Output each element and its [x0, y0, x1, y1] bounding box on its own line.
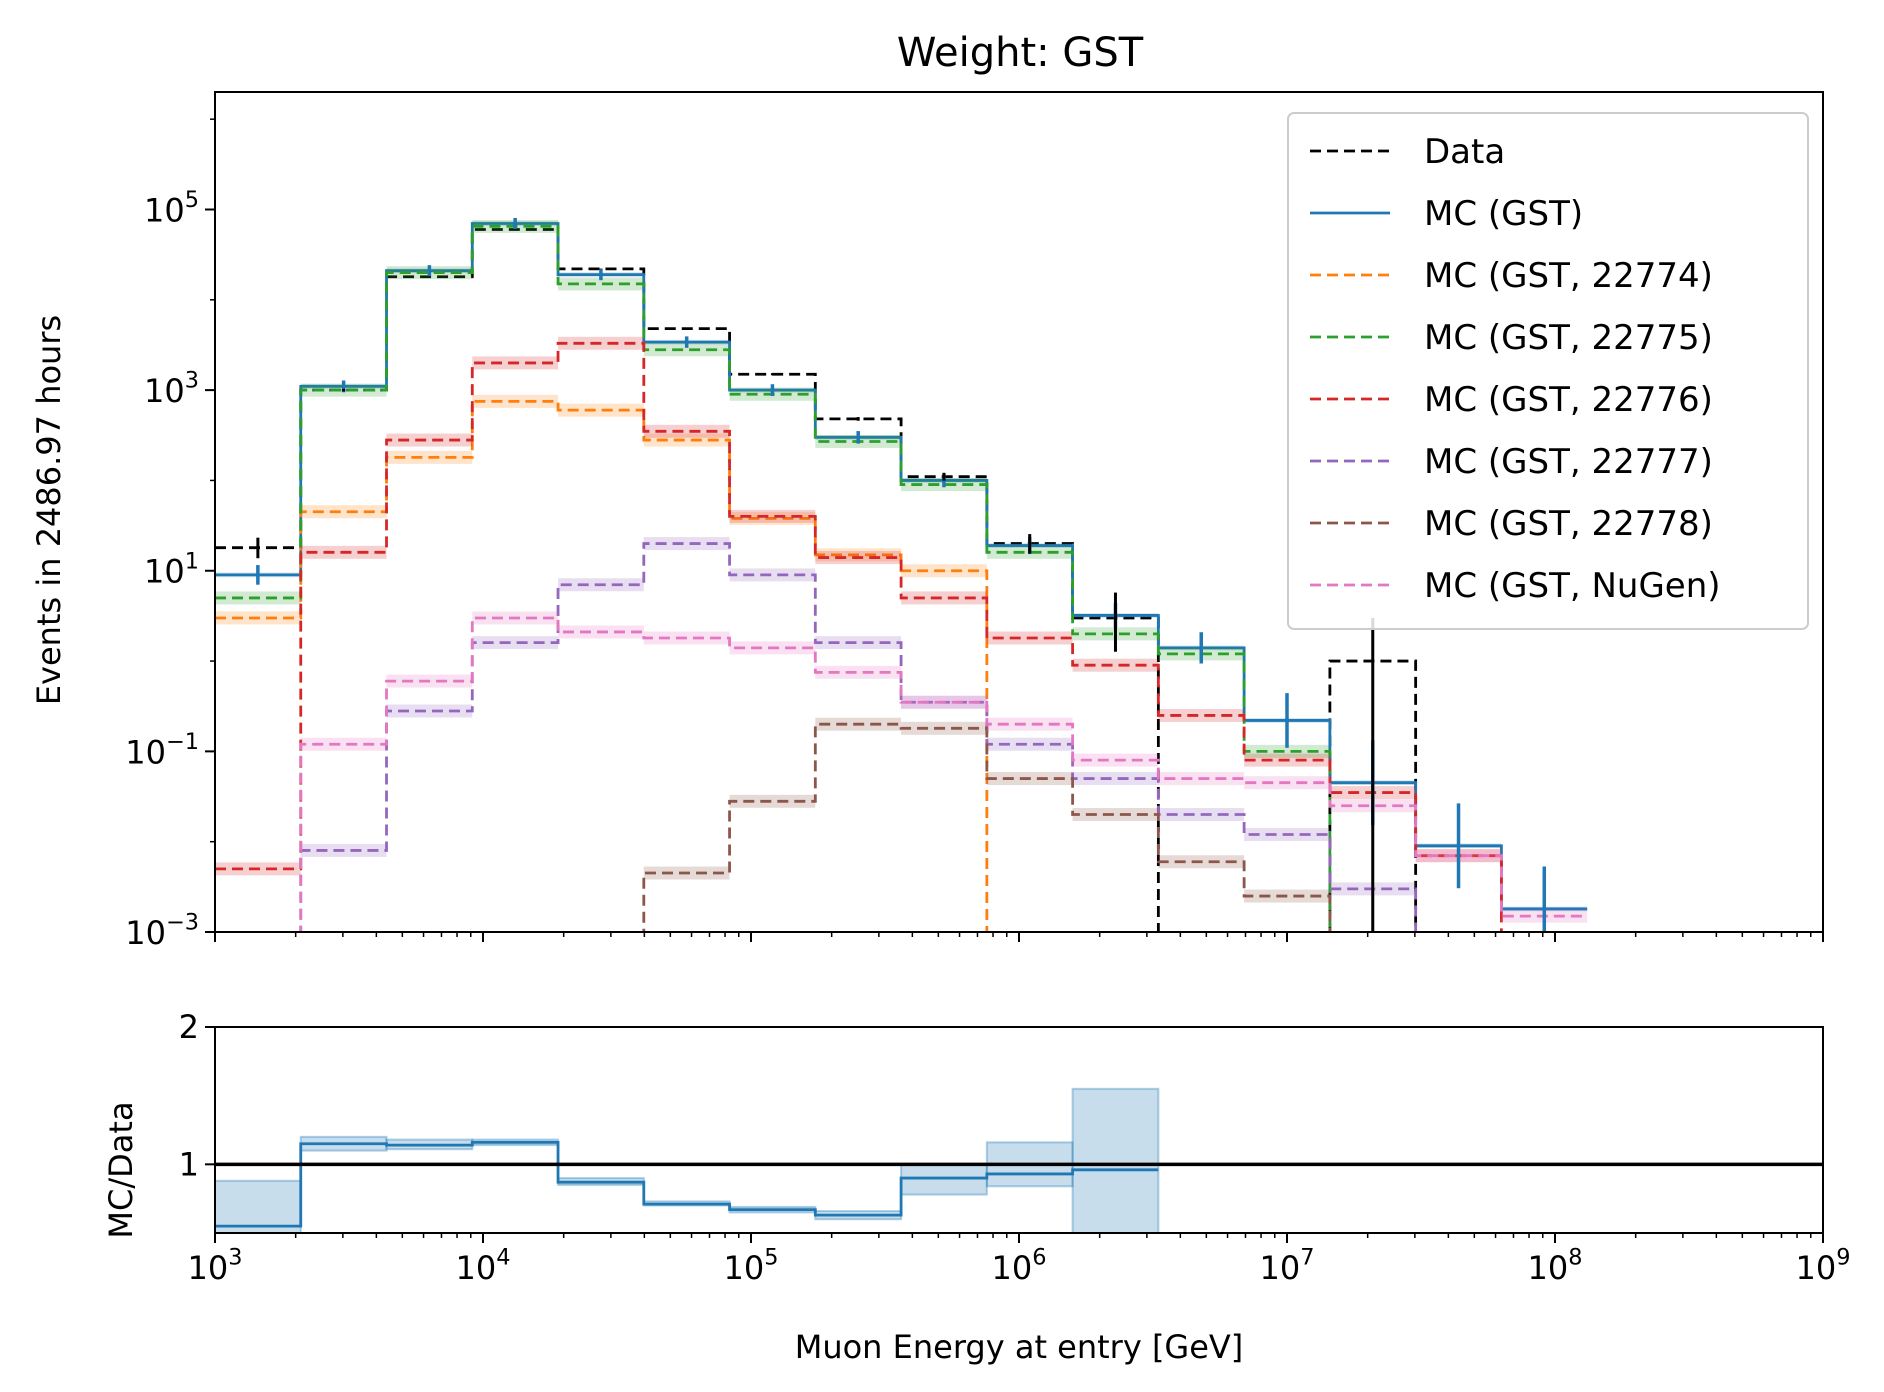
legend-label-mc-gst-22774: MC (GST, 22774) [1424, 256, 1713, 296]
ratio-band-bin-10 [1071, 1087, 1160, 1233]
y-tick-label-1: 10−1 [125, 729, 199, 771]
band-mc-gst-22777-bin-7 [815, 636, 902, 650]
y-tick-label-3: 103 [144, 368, 199, 410]
ratio-y-axis-label: MC/Data [102, 1101, 140, 1238]
main-plot-area [215, 217, 1588, 932]
band-mc-gst-22776-bin-11 [1158, 708, 1245, 722]
x-tick-label-3: 103 [188, 1245, 243, 1287]
line-mc-gst-22778 [642, 722, 1332, 932]
band-mc-gst-22776-bin-8 [901, 591, 987, 605]
band-mc-gst-22776-bin-6 [729, 509, 816, 523]
x-tick-label-7: 107 [1260, 1245, 1315, 1287]
legend-label-mc-gst-22775: MC (GST, 22775) [1424, 318, 1713, 358]
series-mc-gst-22777 [299, 537, 1418, 932]
band-mc-gst-22776-bin-2 [386, 433, 473, 447]
legend-box [1287, 112, 1809, 630]
series-mc-gst-22778 [642, 717, 1332, 932]
band-mc-gst-nugen-bin-1 [300, 737, 387, 751]
x-tick-label-6: 106 [992, 1245, 1047, 1287]
chart-title: Weight: GST [897, 30, 1144, 76]
band-mc-gst-22777-bin-5 [643, 537, 730, 551]
band-mc-gst-22776-bin-5 [643, 424, 730, 438]
legend-label-mc-gst-22778: MC (GST, 22778) [1424, 504, 1713, 544]
y-tick-label-5: 105 [144, 187, 199, 229]
band-mc-gst-22776-bin-10 [1072, 658, 1159, 672]
band-mc-gst-22777-bin-6 [729, 568, 816, 582]
legend-label-mc-gst-nugen: MC (GST, NuGen) [1424, 566, 1721, 606]
band-mc-gst-22774-bin-4 [558, 403, 644, 417]
band-mc-gst-22774-bin-1 [300, 505, 387, 519]
legend-label-mc-gst: MC (GST) [1424, 194, 1583, 234]
legend-label-data: Data [1424, 132, 1505, 172]
main-plot: 10−3 10−1 101 103 105 [125, 91, 1824, 952]
y-tick-label-1: 101 [144, 548, 199, 590]
legend-label-mc-gst-22776: MC (GST, 22776) [1424, 380, 1713, 420]
ratio-plot-area [215, 1087, 1823, 1233]
ratio-line [215, 1140, 1159, 1228]
main-y-axis-label: Events in 2486.97 hours [30, 315, 68, 705]
line-mc-gst-nugen [299, 616, 1588, 932]
band-mc-gst-22778-bin-6 [729, 794, 816, 808]
y-tick-label-3: 10−3 [125, 910, 199, 952]
line-mc-gst-22774 [215, 400, 989, 932]
band-mc-gst-22777-bin-3 [472, 636, 559, 650]
band-mc-gst-22775-bin-4 [558, 277, 644, 291]
band-mc-gst-22775-bin-12 [1244, 744, 1330, 758]
x-tick-label-4: 104 [456, 1245, 511, 1287]
x-tick-label-9: 109 [1796, 1245, 1851, 1287]
ratio-y-tick-label-2: 2 [179, 1008, 199, 1046]
band-mc-gst-22777-bin-10 [1072, 772, 1159, 786]
band-mc-gst-22774-bin-5 [643, 433, 730, 447]
band-mc-gst-22775-bin-5 [643, 343, 730, 357]
band-mc-gst-nugen-bin-9 [986, 717, 1073, 731]
ratio-plot: 103 104 105 106 107 108 109 1 2 [179, 1008, 1851, 1287]
x-tick-label-5: 105 [724, 1245, 779, 1287]
legend-label-mc-gst-22777: MC (GST, 22777) [1424, 442, 1713, 482]
x-tick-label-8: 108 [1528, 1245, 1583, 1287]
legend: Data MC (GST) MC (GST, 22774) MC (GST, 2277… [1287, 112, 1809, 630]
ratio-y-tick-label-1: 1 [179, 1145, 199, 1183]
line-mc-gst-22777 [299, 542, 1418, 932]
band-mc-gst-22777-bin-2 [386, 704, 473, 718]
band-mc-gst-22778-bin-10 [1072, 808, 1159, 821]
x-axis-label: Muon Energy at entry [GeV] [795, 1328, 1244, 1366]
band-mc-gst-nugen-bin-7 [815, 665, 902, 679]
band-mc-gst-22777-bin-9 [986, 737, 1073, 751]
